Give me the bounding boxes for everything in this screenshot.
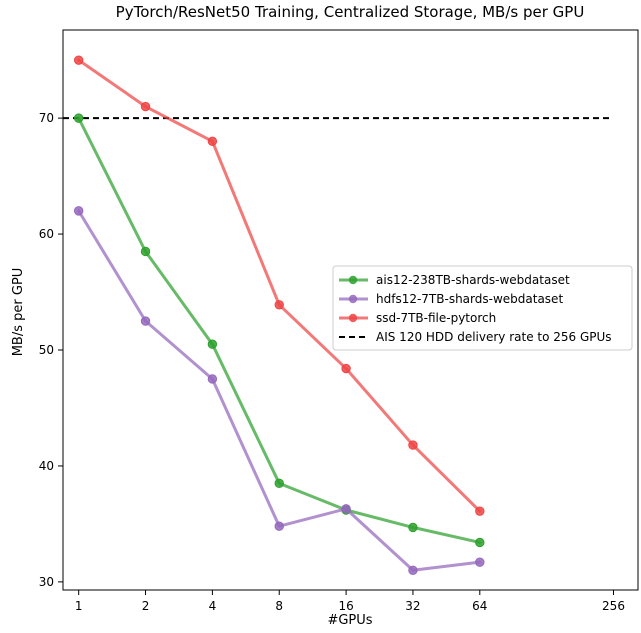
y-tick-label: 30 — [39, 575, 54, 589]
series-point-1-2 — [207, 374, 218, 384]
legend: ais12-238TB-shards-webdataset hdfs12-7TB-… — [332, 265, 633, 351]
series-point-2-5 — [408, 440, 418, 450]
series-point-1-0 — [73, 206, 84, 216]
series-point-2-3 — [274, 300, 284, 310]
legend-marker — [348, 313, 358, 323]
legend-marker — [348, 294, 358, 304]
legend-label: hdfs12-7TB-shards-webdataset — [376, 292, 563, 306]
x-tick-label: 2 — [142, 599, 150, 613]
y-tick-label: 60 — [39, 227, 54, 241]
legend-label: AIS 120 HDD delivery rate to 256 GPUs — [376, 330, 612, 344]
series-1 — [73, 206, 485, 575]
legend-label: ais12-238TB-shards-webdataset — [376, 273, 570, 287]
x-tick-label: 64 — [472, 599, 487, 613]
y-tick-label: 50 — [39, 343, 54, 357]
series-point-0-2 — [207, 339, 218, 349]
x-axis-label: #GPUs — [327, 613, 372, 628]
series-group — [73, 55, 485, 575]
legend-item: AIS 120 HDD delivery rate to 256 GPUs — [339, 330, 612, 344]
chart-title: PyTorch/ResNet50 Training, Centralized S… — [116, 3, 585, 21]
series-point-0-3 — [274, 478, 284, 489]
series-point-0-6 — [475, 537, 485, 548]
series-point-1-3 — [274, 521, 284, 531]
y-axis-label: MB/s per GPU — [11, 268, 26, 357]
series-point-2-6 — [475, 506, 485, 516]
x-tick-label: 256 — [602, 599, 625, 613]
x-tick-label: 4 — [209, 599, 217, 613]
series-point-2-0 — [73, 55, 84, 65]
legend-item: ssd-7TB-file-pytorch — [339, 311, 496, 325]
series-point-2-1 — [140, 101, 151, 112]
series-point-0-5 — [408, 522, 418, 533]
x-tick-label: 32 — [405, 599, 420, 613]
x-axis: 1 2 4 8 16 32 64 256 — [75, 590, 625, 613]
series-point-0-1 — [140, 246, 151, 257]
series-point-1-5 — [408, 565, 418, 575]
series-point-1-1 — [140, 316, 151, 326]
series-point-1-6 — [475, 557, 485, 567]
series-2 — [73, 55, 485, 516]
series-point-2-4 — [341, 363, 351, 374]
series-point-2-2 — [207, 136, 218, 147]
x-tick-label: 8 — [275, 599, 283, 613]
y-axis: 30 40 50 60 70 — [39, 111, 63, 589]
plot-frame — [62, 29, 639, 591]
legend-item: ais12-238TB-shards-webdataset — [339, 273, 570, 287]
legend-label: ssd-7TB-file-pytorch — [376, 311, 496, 325]
legend-item: hdfs12-7TB-shards-webdataset — [339, 292, 563, 306]
y-tick-label: 40 — [39, 459, 54, 473]
legend-box — [332, 265, 633, 351]
x-tick-label: 1 — [75, 599, 83, 613]
series-point-1-4 — [341, 504, 351, 514]
legend-marker — [348, 275, 358, 285]
y-tick-label: 70 — [39, 111, 54, 125]
series-point-0-0 — [73, 113, 84, 123]
x-tick-label: 16 — [338, 599, 353, 613]
